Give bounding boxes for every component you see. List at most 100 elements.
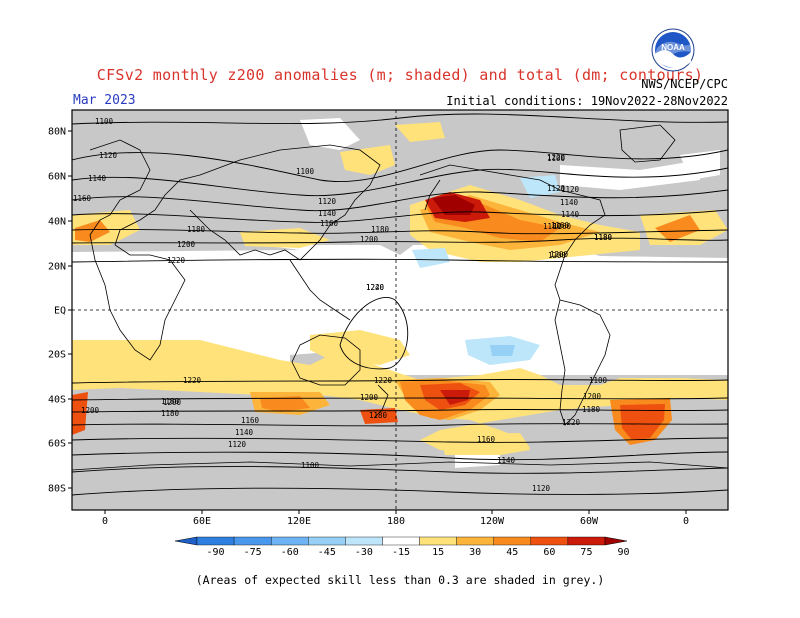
initial-conditions-label: Initial conditions: 19Nov2022-28Nov2022 (446, 94, 728, 108)
height-contours (72, 113, 728, 496)
contour-label: 1200 (163, 398, 182, 407)
lon-tick-label: 180 (387, 516, 405, 527)
colorbar-swatch (493, 536, 532, 546)
valid-month-label: Mar 2023 (73, 93, 136, 108)
negative-anomalies (412, 175, 560, 365)
colorbar-label: 75 (580, 547, 592, 558)
lat-tick-label: 40N (48, 217, 66, 228)
contour-label: 1160 (241, 416, 260, 425)
agency-label: NWS/NCEP/CPC (641, 77, 728, 91)
contour-label: 1100 (547, 154, 566, 163)
contour-label: 1220 (183, 376, 202, 385)
contour-label: 1120 (532, 484, 551, 493)
lat-tick-label: 60S (48, 439, 66, 450)
colorbar-label: -45 (318, 547, 336, 558)
colorbar-label: -90 (207, 547, 225, 558)
contour-label: 1100 (95, 117, 114, 126)
colorbar-label: -60 (281, 547, 299, 558)
colorbar-swatch (567, 536, 606, 546)
colorbar-label: 60 (543, 547, 555, 558)
colorbar-label: -75 (244, 547, 262, 558)
colorbar-swatch (233, 536, 272, 546)
contour-label: 1200 (360, 235, 379, 244)
colorbar: -90 -75 -60 -45 -30 -15 15 30 45 60 75 90 (174, 536, 630, 558)
contour-label: 1180 (187, 225, 206, 234)
footnote: (Areas of expected skill less than 0.3 a… (195, 573, 605, 587)
contour-label: 1220 (167, 256, 186, 265)
colorbar-label: 30 (469, 547, 481, 558)
contour-label: 1160 (73, 194, 92, 203)
contour-label: 1200 (583, 392, 602, 401)
colorbar-swatch (419, 536, 457, 546)
contour-label: 1180 (371, 225, 390, 234)
contour-label: 1140 (88, 174, 107, 183)
lon-tick-label: 120W (480, 516, 505, 527)
contour-label: 1160 (553, 222, 572, 231)
contour-label: 1200 (550, 250, 569, 259)
lon-tick-label: 120E (287, 516, 311, 527)
lat-tick-label: 20N (48, 262, 66, 273)
colorbar-label: 45 (506, 547, 518, 558)
neutral-areas (300, 118, 720, 468)
lat-tick-label: 40S (48, 395, 66, 406)
contour-label: 1160 (477, 435, 496, 444)
contour-label: 1120 (561, 185, 580, 194)
contour-label: 1220 (562, 418, 581, 427)
colorbar-swatch (270, 536, 309, 546)
colorbar-swatch (174, 536, 198, 546)
colorbar-label: 15 (432, 547, 444, 558)
contour-label: 1140 (561, 210, 580, 219)
contour-label: 1200 (548, 251, 567, 260)
contour-label: 1160 (320, 219, 339, 228)
lat-tick-label: 60N (48, 172, 66, 183)
contour-label: 1180 (543, 222, 562, 231)
colorbar-swatch (308, 536, 346, 546)
contour-label: 1140 (497, 456, 516, 465)
colorbar-label: 90 (618, 547, 630, 558)
contour-label: 1180 (161, 409, 180, 418)
lat-tick-label: EQ (54, 306, 66, 317)
contour-label: 1100 (589, 376, 608, 385)
colorbar-swatch (382, 536, 420, 546)
contour-label: 1200 (81, 406, 100, 415)
logo-text: NOAA (661, 43, 685, 52)
lon-tick-label: 60W (580, 516, 599, 527)
positive-anomalies (72, 122, 728, 455)
colorbar-swatch (456, 536, 494, 546)
lon-tick-label: 0 (102, 516, 108, 527)
contour-label: 1140 (318, 209, 337, 218)
chart-title: CFSv2 monthly z200 anomalies (m; shaded)… (96, 66, 704, 84)
colorbar-swatch (530, 536, 569, 546)
contour-label: 1120 (547, 184, 566, 193)
colorbar-swatch (345, 536, 383, 546)
contour-label: 1120 (99, 151, 118, 160)
lon-tick-label: 0 (683, 516, 689, 527)
latitude-axis: 80N 60N 40N 20N EQ 20S 40S 60S 80S (48, 127, 72, 495)
contour-label: 1120 (318, 197, 337, 206)
contour-label: 1220 (366, 283, 385, 292)
contour-label: 1100 (296, 167, 315, 176)
lat-tick-label: 80S (48, 484, 66, 495)
noaa-logo: NOAA (651, 28, 695, 72)
lat-tick-label: 20S (48, 350, 66, 361)
contour-label: 1180 (369, 411, 388, 420)
colorbar-label: -15 (392, 547, 410, 558)
contour-label: 1100 (301, 461, 320, 470)
lon-tick-label: 60E (193, 516, 211, 527)
contour-label: 1180 (161, 397, 180, 406)
contour-label: 1220 (547, 153, 566, 162)
contour-label: 1220 (374, 376, 393, 385)
contour-label: 1200 (360, 393, 379, 402)
contour-label: 1120 (228, 440, 247, 449)
contour-labels: 1100112011401160118012001220124012001180… (73, 117, 613, 493)
contour-label: 1140 (560, 198, 579, 207)
longitude-axis: 0 60E 120E 180 120W 60W 0 (102, 510, 689, 527)
contour-label: 1240 (366, 283, 385, 292)
contour-label: 1180 (582, 405, 601, 414)
reference-lines (72, 110, 728, 510)
colorbar-label: -30 (355, 547, 373, 558)
contour-label: 1140 (235, 428, 254, 437)
contour-label: 1160 (551, 221, 570, 230)
colorbar-swatch (196, 536, 235, 546)
